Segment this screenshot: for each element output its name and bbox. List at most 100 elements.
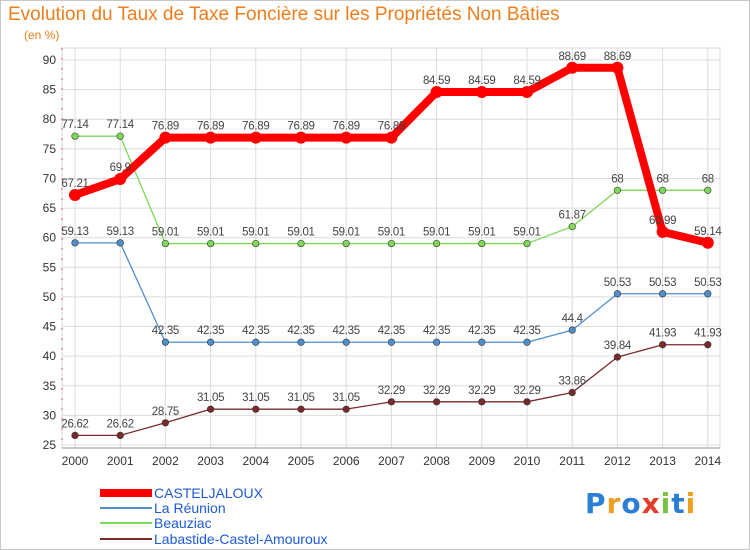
data-point (207, 405, 215, 413)
data-point (252, 239, 260, 248)
data-label: 50.53 (604, 277, 631, 289)
x-tick-label: 2007 (378, 454, 405, 468)
data-point (478, 338, 486, 346)
data-label: 59.01 (242, 227, 269, 239)
data-label: 59.01 (287, 227, 314, 239)
data-label: 76.89 (242, 121, 269, 133)
data-point (521, 86, 533, 99)
data-label: 31.05 (242, 392, 269, 404)
x-tick-label: 2008 (423, 454, 450, 468)
data-label: 42.35 (468, 325, 495, 337)
data-label: 59.13 (61, 226, 88, 238)
data-point (433, 338, 441, 346)
data-point (658, 341, 667, 349)
data-label: 77.14 (107, 119, 135, 131)
y-tick-label: 55 (43, 260, 57, 274)
data-label: 88.69 (559, 51, 586, 63)
data-point (69, 188, 81, 201)
data-point (387, 398, 396, 406)
x-tick-label: 2002 (152, 454, 179, 468)
legend-label: Beauziac (154, 515, 212, 531)
data-label: 41.93 (694, 328, 721, 340)
data-label: 42.35 (197, 325, 224, 337)
data-label: 31.05 (333, 392, 360, 404)
data-label: 76.89 (287, 121, 314, 133)
data-label: 59.01 (513, 227, 540, 239)
data-point (704, 186, 712, 194)
legend-item: Labastide-Castel-Amouroux (100, 531, 328, 547)
data-point (207, 338, 215, 346)
data-label: 33.86 (559, 376, 586, 388)
data-point (568, 223, 576, 231)
data-label: 42.35 (378, 325, 405, 337)
data-label: 50.53 (649, 277, 676, 289)
data-label: 32.29 (468, 385, 495, 397)
data-point (387, 239, 396, 248)
data-label: 60.99 (649, 215, 676, 227)
data-point (430, 86, 443, 99)
data-label: 84.59 (423, 75, 450, 87)
y-tick-label: 40 (43, 349, 57, 363)
data-point (295, 131, 307, 144)
y-tick-label: 85 (43, 83, 57, 97)
data-point (342, 338, 350, 346)
data-point (342, 239, 350, 248)
data-point (478, 239, 486, 248)
data-label: 59.01 (152, 227, 179, 239)
logo-letter: x (641, 487, 661, 520)
data-point (204, 131, 217, 144)
x-tick-label: 2004 (242, 454, 269, 468)
legend-swatch (100, 522, 152, 524)
data-point (523, 239, 531, 248)
data-label: 76.89 (333, 121, 360, 133)
data-point (613, 186, 622, 194)
data-point (433, 239, 441, 248)
y-tick-label: 90 (43, 53, 57, 67)
y-tick-label: 45 (43, 320, 57, 334)
data-label: 41.93 (649, 328, 676, 340)
data-label: 76.89 (197, 121, 224, 133)
data-point (656, 225, 669, 238)
x-tick-label: 2012 (604, 454, 631, 468)
x-tick-label: 2005 (288, 454, 315, 468)
proxiti-logo: Proxiti (585, 487, 696, 520)
data-label: 42.35 (423, 325, 450, 337)
legend-item: Beauziac (100, 515, 212, 531)
data-point (71, 132, 79, 140)
data-label: 69.9 (110, 162, 131, 174)
x-tick-label: 2000 (62, 454, 89, 468)
data-point (701, 236, 714, 249)
data-label: 31.05 (287, 392, 314, 404)
data-label: 59.01 (197, 227, 224, 239)
data-point (475, 86, 488, 99)
legend-swatch (100, 489, 152, 497)
data-point (523, 398, 531, 406)
legend-swatch (100, 538, 152, 540)
data-point (523, 338, 531, 346)
data-label: 59.01 (378, 227, 405, 239)
logo-letter: P (585, 487, 607, 520)
data-point (342, 405, 350, 413)
data-label: 28.75 (152, 406, 179, 418)
data-point (71, 431, 79, 440)
data-label: 26.62 (61, 418, 88, 430)
data-label: 42.35 (152, 325, 179, 337)
data-label: 50.53 (694, 277, 721, 289)
x-tick-label: 2009 (468, 454, 495, 468)
data-point (249, 131, 262, 144)
data-label: 26.62 (107, 418, 134, 430)
legend-item: CASTELJALOUX (100, 485, 263, 501)
y-tick-label: 60 (43, 231, 57, 245)
data-label: 39.84 (604, 340, 632, 352)
legend-swatch (100, 507, 152, 509)
data-label: 59.01 (423, 227, 450, 239)
data-point (114, 173, 127, 186)
data-point (433, 398, 441, 406)
data-label: 42.35 (333, 325, 360, 337)
x-tick-label: 2011 (559, 454, 585, 468)
x-tick-label: 2014 (694, 454, 721, 468)
data-label: 32.29 (513, 385, 540, 397)
x-tick-label: 2010 (514, 454, 541, 468)
data-point (252, 338, 260, 346)
